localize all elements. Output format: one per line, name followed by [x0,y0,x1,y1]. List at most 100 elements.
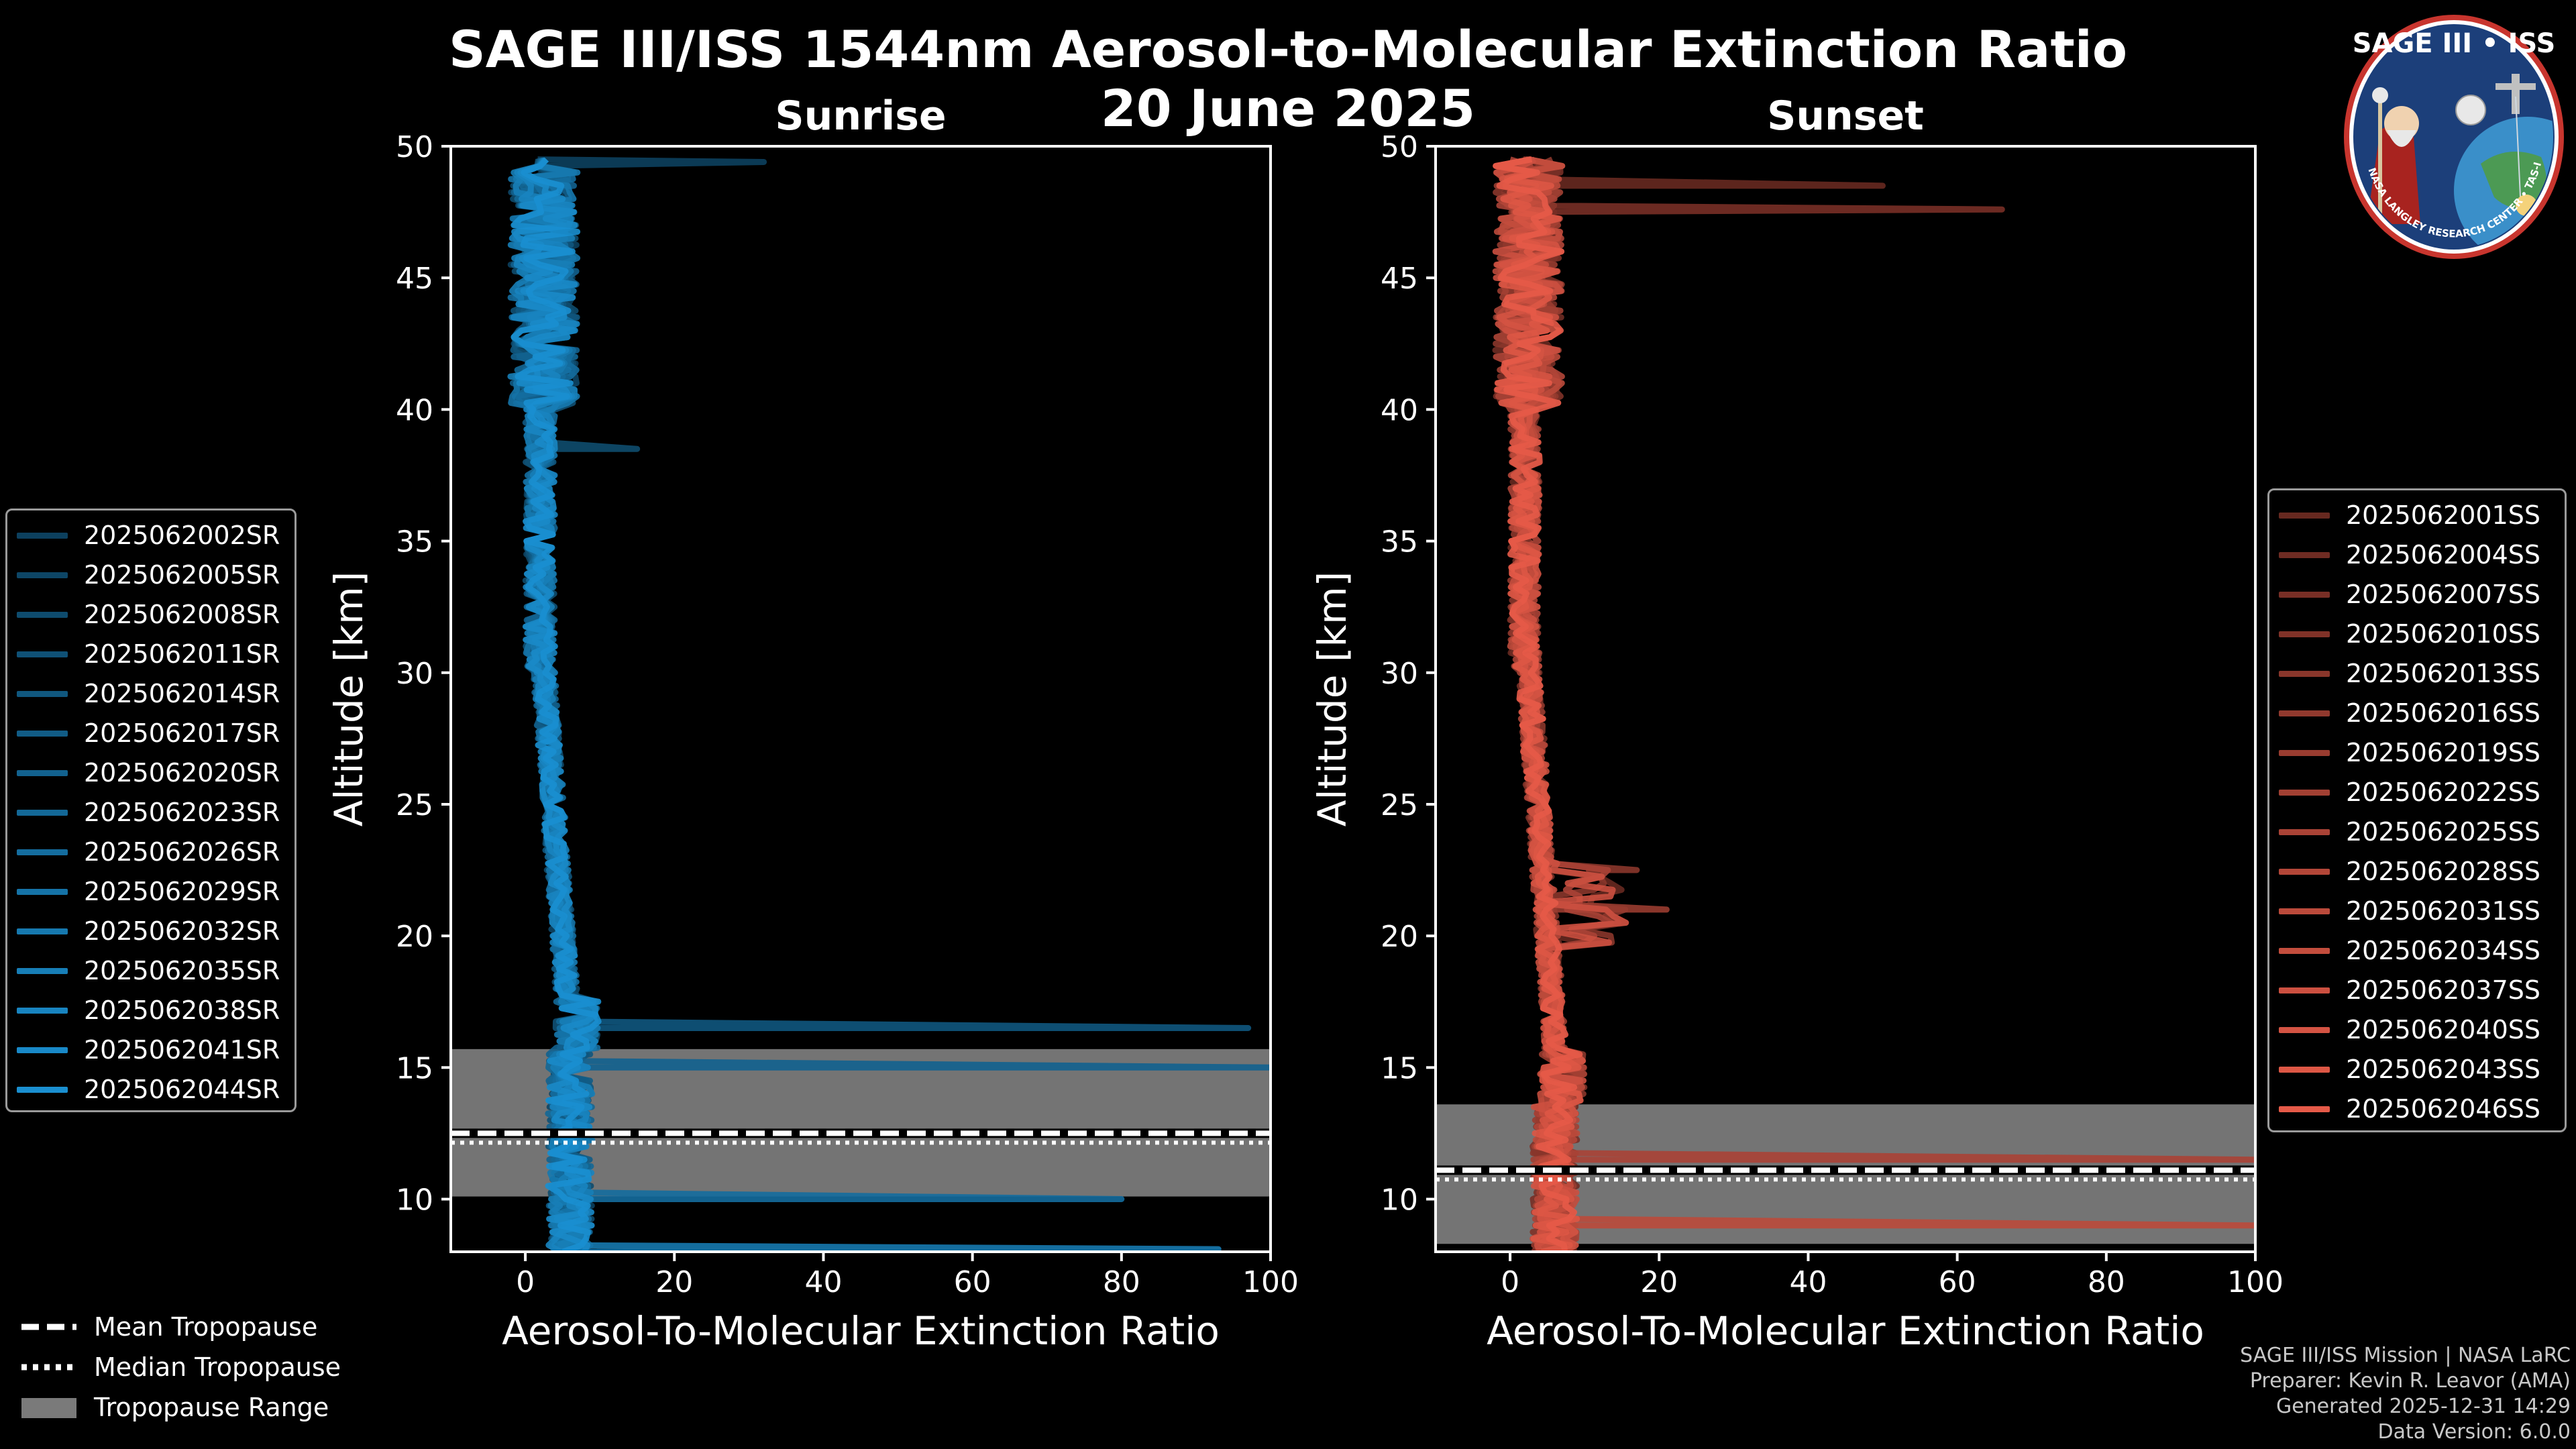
sunset-legend-swatch [2279,908,2330,914]
sunset-profile-2025062031SS [1492,156,2255,1252]
sunrise-ytick-label: 35 [396,525,433,559]
sunrise-legend-item: 2025062008SR [7,595,280,634]
sunset-legend-label: 2025062001SS [2346,500,2541,530]
sunset-legend-label: 2025062037SS [2346,975,2541,1005]
sunset-profile-2025062025SS [1494,156,2255,1252]
sunset-legend-swatch [2279,947,2330,954]
sunrise-legend-item: 2025062005SR [7,555,280,594]
sunset-xtick-label: 40 [1789,1265,1827,1299]
sunrise-profile-2025062044SR [511,157,602,1252]
sunrise-legend-swatch [17,611,68,618]
sunset-legend-label: 2025062043SS [2346,1055,2541,1084]
sunrise-ytick-label: 50 [396,130,433,164]
sunset-ytick-label: 50 [1381,130,1418,164]
sunset-legend-label: 2025062016SS [2346,698,2541,728]
chart-title: SAGE III/ISS 1544nm Aerosol-to-Molecular… [448,19,2128,79]
sunrise-ytick-label: 40 [396,393,433,427]
sunrise-legend-swatch [17,1086,68,1093]
mean-tropopause-label: Mean Tropopause [94,1312,318,1342]
sunrise-legend-label: 2025062002SR [84,521,280,550]
tropopause-legend: Mean Tropopause Median Tropopause Tropop… [19,1307,394,1434]
sunset-legend-item: 2025062007SS [2269,575,2540,614]
sunrise-legend-swatch [17,809,68,816]
sunset-legend-swatch [2279,1106,2330,1112]
logo-title: SAGE III • ISS [2353,28,2556,59]
sunset-legend-item: 2025062043SS [2269,1050,2540,1089]
sunset-legend-label: 2025062013SS [2346,659,2541,688]
sunrise-legend-swatch [17,769,68,776]
sunrise-legend-label: 2025062014SR [84,679,280,708]
footer-version: Data Version: 6.0.0 [2377,1420,2571,1444]
footer: SAGE III/ISS Mission | NASA LaRC Prepare… [2240,1343,2571,1445]
tropopause-range-swatch [21,1398,76,1418]
sunset-legend-swatch [2279,710,2330,716]
sunset-legend-label: 2025062034SS [2346,936,2541,965]
sunset-plot: 0 20 40 60 80 100 10 15 20 25 30 35 40 45 50 Aerosol-To… [1309,130,2284,1354]
sunrise-ytick-label: 10 [396,1183,433,1218]
sunrise-legend-label: 2025062017SR [84,718,280,748]
sunset-legend-swatch [2279,789,2330,796]
sunset-xtick-label: 20 [1640,1265,1678,1299]
sage-iii-logo: SAGE III • ISS BALL • NASA LANGLEY RESEA… [2340,9,2564,259]
sunrise-ytick-label: 25 [396,788,433,822]
sunrise-legend-swatch [17,928,68,934]
sunrise-legend-swatch [17,730,68,737]
sunset-xtick-label: 100 [2227,1265,2284,1299]
sunset-legend-label: 2025062007SS [2346,580,2541,609]
sunset-panel-title: Sunset [1767,93,1924,140]
sunrise-legend-swatch [17,690,68,697]
sunrise-legend-item: 2025062023SR [7,793,280,832]
sunset-ytick-label: 30 [1381,657,1418,691]
sunset-legend-label: 2025062022SS [2346,777,2541,807]
sunrise-axes-frame [449,145,1272,1253]
sunrise-legend-swatch [17,532,68,539]
sunset-ytick-label: 10 [1381,1183,1418,1218]
sunrise-legend-label: 2025062020SR [84,758,280,788]
sunrise-ylabel: Altitude [km] [326,572,372,826]
sunrise-legend-label: 2025062005SR [84,560,280,590]
sunrise-xtick-label: 60 [954,1265,991,1299]
sunset-legend-item: 2025062016SS [2269,694,2540,733]
sunrise-ytick-label: 15 [396,1051,433,1085]
sunrise-xlabel: Aerosol-To-Molecular Extinction Ratio [502,1308,1220,1354]
sunset-ytick-label: 40 [1381,393,1418,427]
sunrise-legend-item: 2025062011SR [7,635,280,674]
sunrise-legend-item: 2025062044SR [7,1070,280,1109]
sunrise-legend-item: 2025062038SR [7,991,280,1030]
sunrise-legend-swatch [17,651,68,657]
sunset-profile-2025062046SS [1493,156,1583,1252]
sunset-legend-swatch [2279,987,2330,994]
sunset-legend-swatch [2279,551,2330,558]
sunrise-legend-label: 2025062035SR [84,956,280,985]
sunset-axes-frame [1434,145,2257,1253]
sunrise-legend-label: 2025062026SR [84,837,280,867]
sunrise-legend-label: 2025062032SR [84,916,280,946]
sunset-legend-swatch [2279,1066,2330,1073]
sunrise-legend-item: 2025062020SR [7,753,280,792]
sunset-legend-item: 2025062046SS [2269,1089,2540,1128]
sunset-ytick-label: 15 [1381,1051,1418,1085]
sunset-legend-item: 2025062022SS [2269,773,2540,812]
sunset-legend-label: 2025062040SS [2346,1015,2541,1044]
sunset-legend-swatch [2279,749,2330,756]
sunset-legend-label: 2025062019SS [2346,738,2541,767]
sunset-legend-item: 2025062034SS [2269,931,2540,970]
sunset-legend-item: 2025062040SS [2269,1010,2540,1049]
sunset-ylabel: Altitude [km] [1309,572,1355,826]
sunset-legend-item: 2025062028SS [2269,852,2540,891]
sunrise-xtick-label: 100 [1242,1265,1299,1299]
sunrise-legend-swatch [17,1007,68,1014]
sunset-legend-item: 2025062001SS [2269,496,2540,535]
sunrise-legend-label: 2025062023SR [84,798,280,827]
sunrise-legend-item: 2025062032SR [7,912,280,951]
sunrise-xtick-label: 80 [1103,1265,1140,1299]
sunset-legend-label: 2025062028SS [2346,857,2541,886]
median-tropopause-label: Median Tropopause [94,1352,341,1382]
sunrise-legend-label: 2025062008SR [84,600,280,629]
sunrise-plot: 0 20 40 60 80 100 10 15 20 25 30 35 40 45 50 Aerosol-To… [326,130,1299,1354]
sunrise-legend-label: 2025062011SR [84,639,280,669]
footer-generated: Generated 2025-12-31 14:29 [2275,1395,2571,1418]
sunset-xlabel: Aerosol-To-Molecular Extinction Ratio [1487,1308,2204,1354]
sunrise-ytick-label: 45 [396,262,433,296]
